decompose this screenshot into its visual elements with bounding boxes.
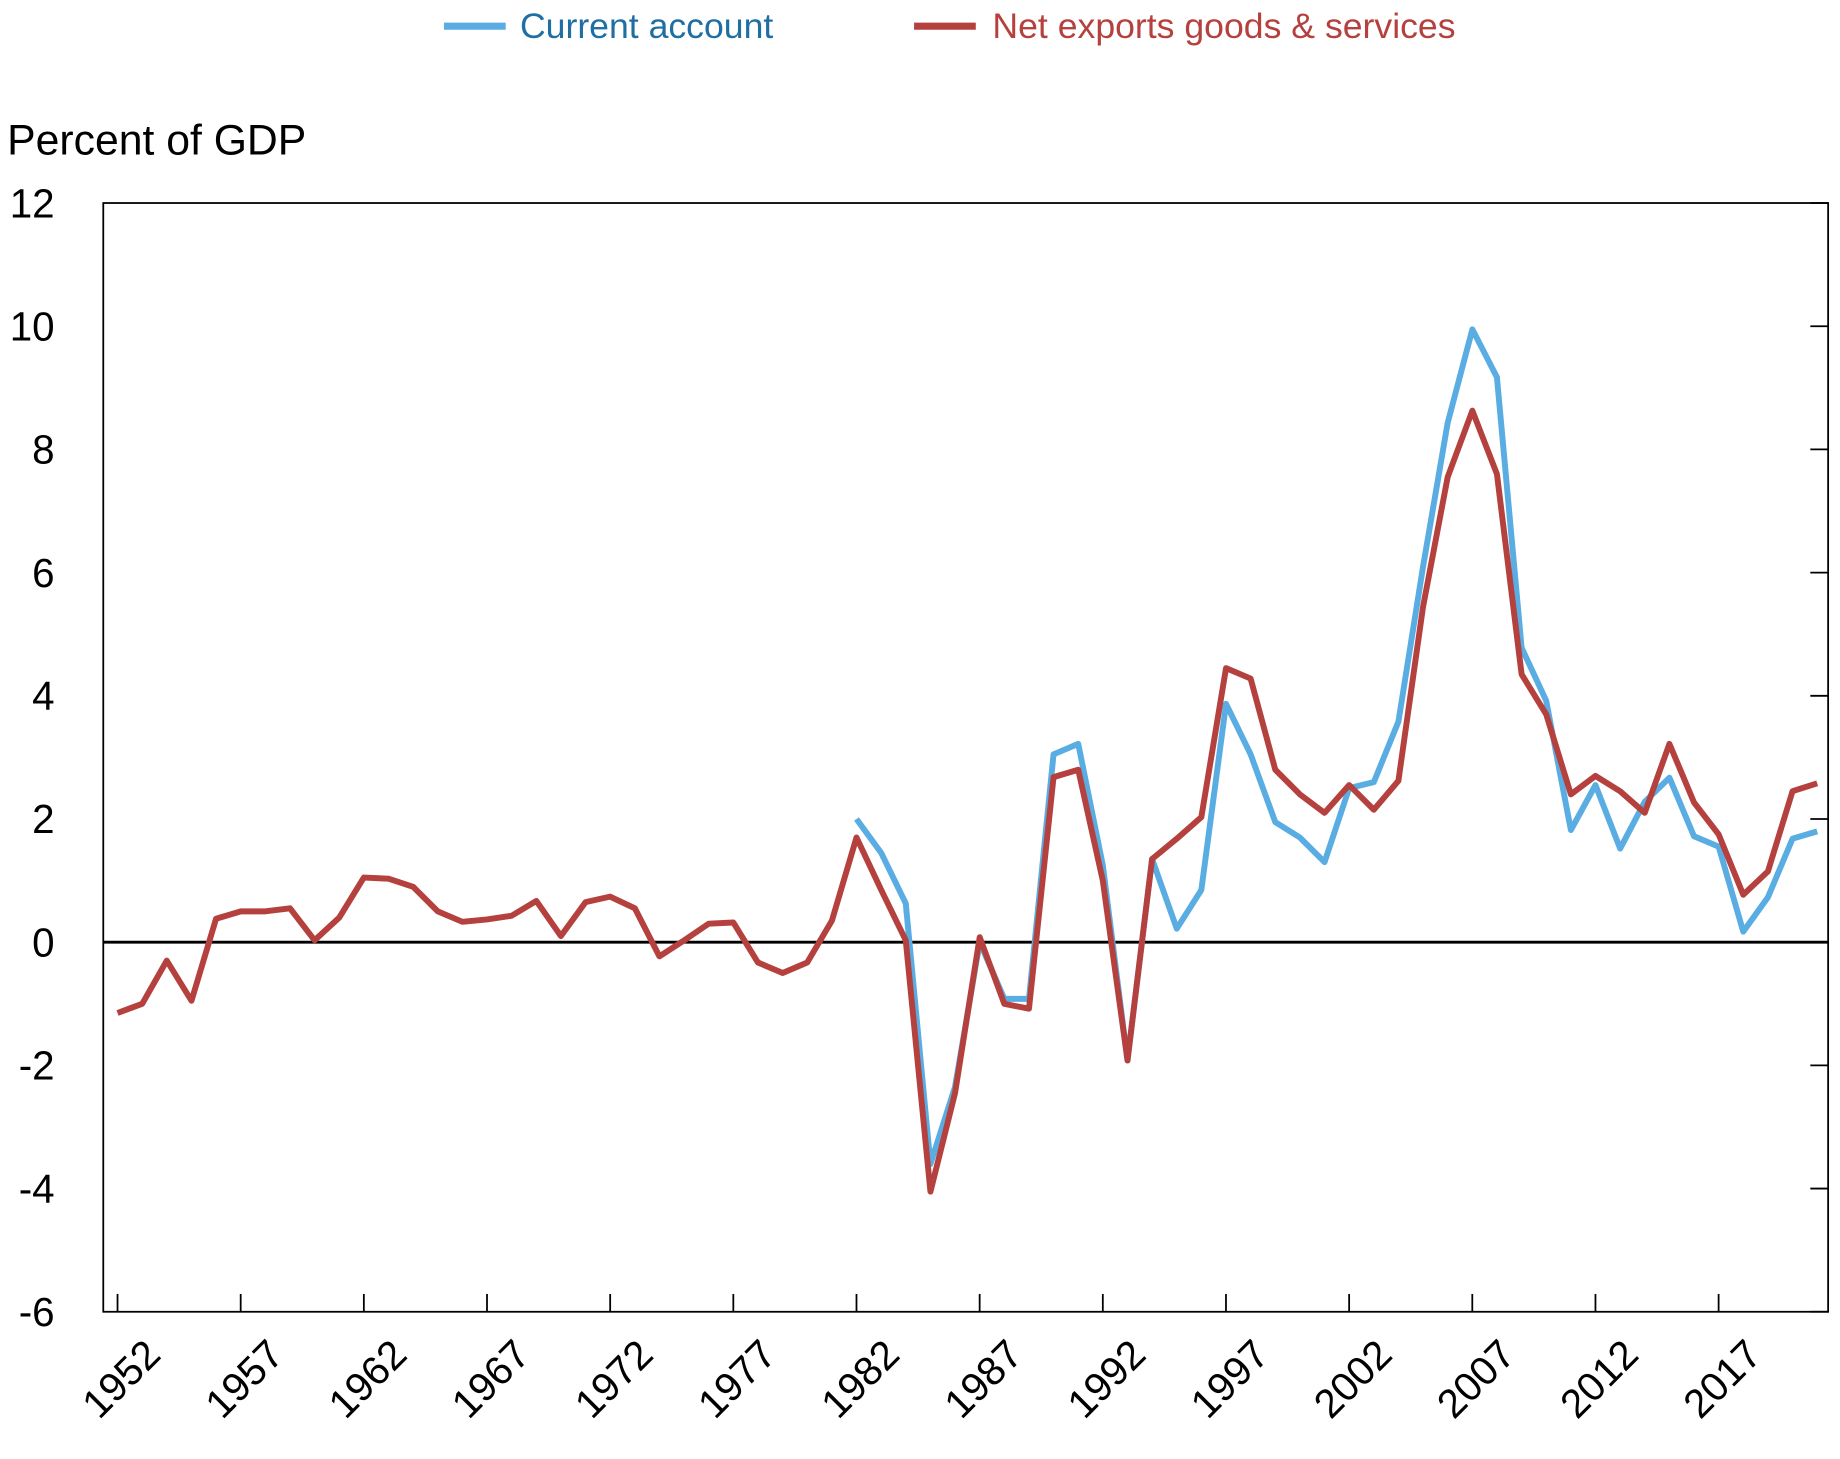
legend: Current account Net exports goods & serv… [443, 6, 1456, 46]
x-tick-label: 2012 [1551, 1331, 1647, 1427]
y-tick-label: -2 [19, 1043, 55, 1089]
series-line-net-exports [116, 407, 1819, 1195]
x-tick-label: 1977 [689, 1331, 785, 1427]
x-tick-label: 1952 [73, 1331, 169, 1427]
series-line-current-account [854, 326, 1819, 1167]
plot-frame [102, 202, 1830, 1313]
legend-label-net-exports: Net exports goods & services [992, 6, 1455, 46]
x-tick-label: 1982 [812, 1331, 908, 1427]
x-tick-label: 1992 [1058, 1331, 1154, 1427]
y-tick-label: 8 [32, 427, 54, 473]
y-tick-label: 10 [10, 303, 55, 349]
x-tick-label: 2017 [1674, 1331, 1770, 1427]
x-tick-label: 1997 [1181, 1331, 1277, 1427]
y-axis-label: Percent of GDP [7, 116, 306, 164]
y-tick-label: 4 [32, 673, 54, 719]
x-tick-label: 1967 [442, 1331, 538, 1427]
y-tick-label: 12 [10, 180, 55, 226]
y-tick-label: 2 [32, 796, 54, 842]
y-tick-label: -4 [19, 1166, 55, 1212]
x-tick-label: 1962 [319, 1331, 415, 1427]
y-tick-label: -6 [19, 1289, 55, 1335]
x-tick-label: 1957 [196, 1331, 292, 1427]
x-tick-label: 1972 [566, 1331, 662, 1427]
x-tick-label: 2007 [1428, 1331, 1524, 1427]
legend-label-current-account: Current account [520, 6, 773, 46]
x-tick-label: 1987 [935, 1331, 1031, 1427]
y-tick-label: 0 [32, 919, 54, 965]
y-tick-label: 6 [32, 550, 54, 596]
x-tick-label: 2002 [1305, 1331, 1401, 1427]
